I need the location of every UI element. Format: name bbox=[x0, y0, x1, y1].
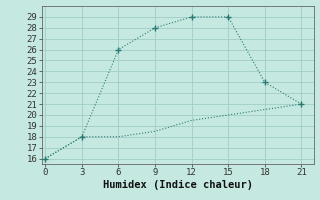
X-axis label: Humidex (Indice chaleur): Humidex (Indice chaleur) bbox=[103, 180, 252, 190]
